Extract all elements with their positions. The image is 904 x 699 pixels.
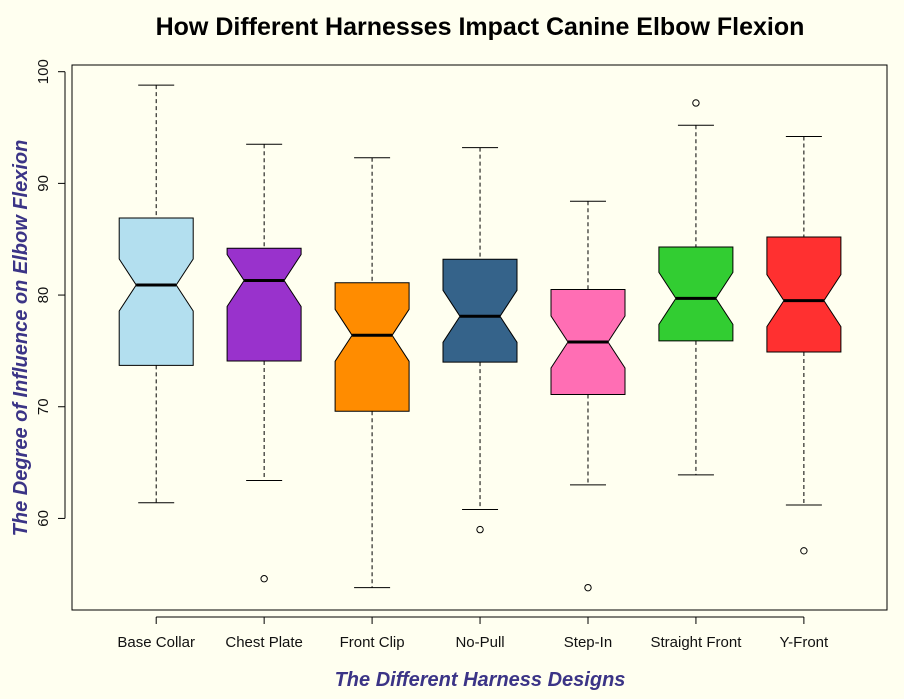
y-tick-label-60: 60 — [35, 510, 52, 527]
y-tick-label-90: 90 — [35, 175, 52, 192]
box-front-clip — [334, 157, 410, 589]
x-axis-label: The Different Harness Designs — [335, 669, 626, 691]
outlier-point-0 — [692, 99, 700, 107]
x-tick-label-2: Front Clip — [340, 634, 405, 651]
y-tick-label-100: 100 — [35, 59, 52, 84]
x-tick-label-5: Straight Front — [650, 634, 742, 651]
x-tick-label-6: Y-Front — [780, 634, 829, 651]
chart-title: How Different Harnesses Impact Canine El… — [156, 13, 805, 41]
box-chest-plate — [226, 143, 302, 583]
outlier-point-0 — [260, 575, 268, 583]
box-no-pull — [442, 147, 518, 534]
x-tick-label-4: Step-In — [564, 634, 612, 651]
x-tick-label-3: No-Pull — [455, 634, 504, 651]
x-tick-label-0: Base Collar — [117, 634, 195, 651]
box-straight-front — [658, 99, 734, 476]
outlier-point-0 — [584, 583, 592, 592]
box-body — [658, 246, 734, 342]
y-tick-label-70: 70 — [35, 398, 52, 415]
box-body — [442, 258, 518, 363]
outlier-point-0 — [476, 525, 484, 534]
box-base-collar — [118, 84, 194, 504]
box-body — [226, 247, 302, 362]
plot-frame — [71, 64, 888, 611]
box-y-front — [766, 135, 842, 555]
x-tick-label-1: Chest Plate — [225, 634, 303, 651]
y-axis-label: The Degree of Influence on Elbow Flexion — [10, 140, 32, 537]
outlier-point-0 — [800, 547, 808, 555]
box-body — [334, 282, 410, 412]
y-axis: 60 70 80 90 100 — [35, 59, 66, 527]
boxes-group — [118, 84, 842, 592]
y-tick-label-80: 80 — [35, 287, 52, 304]
x-axis: Base Collar Chest Plate Front Clip No-Pull S… — [117, 616, 829, 651]
box-body — [118, 217, 194, 366]
box-step-in — [550, 200, 626, 592]
box-body — [766, 236, 842, 353]
